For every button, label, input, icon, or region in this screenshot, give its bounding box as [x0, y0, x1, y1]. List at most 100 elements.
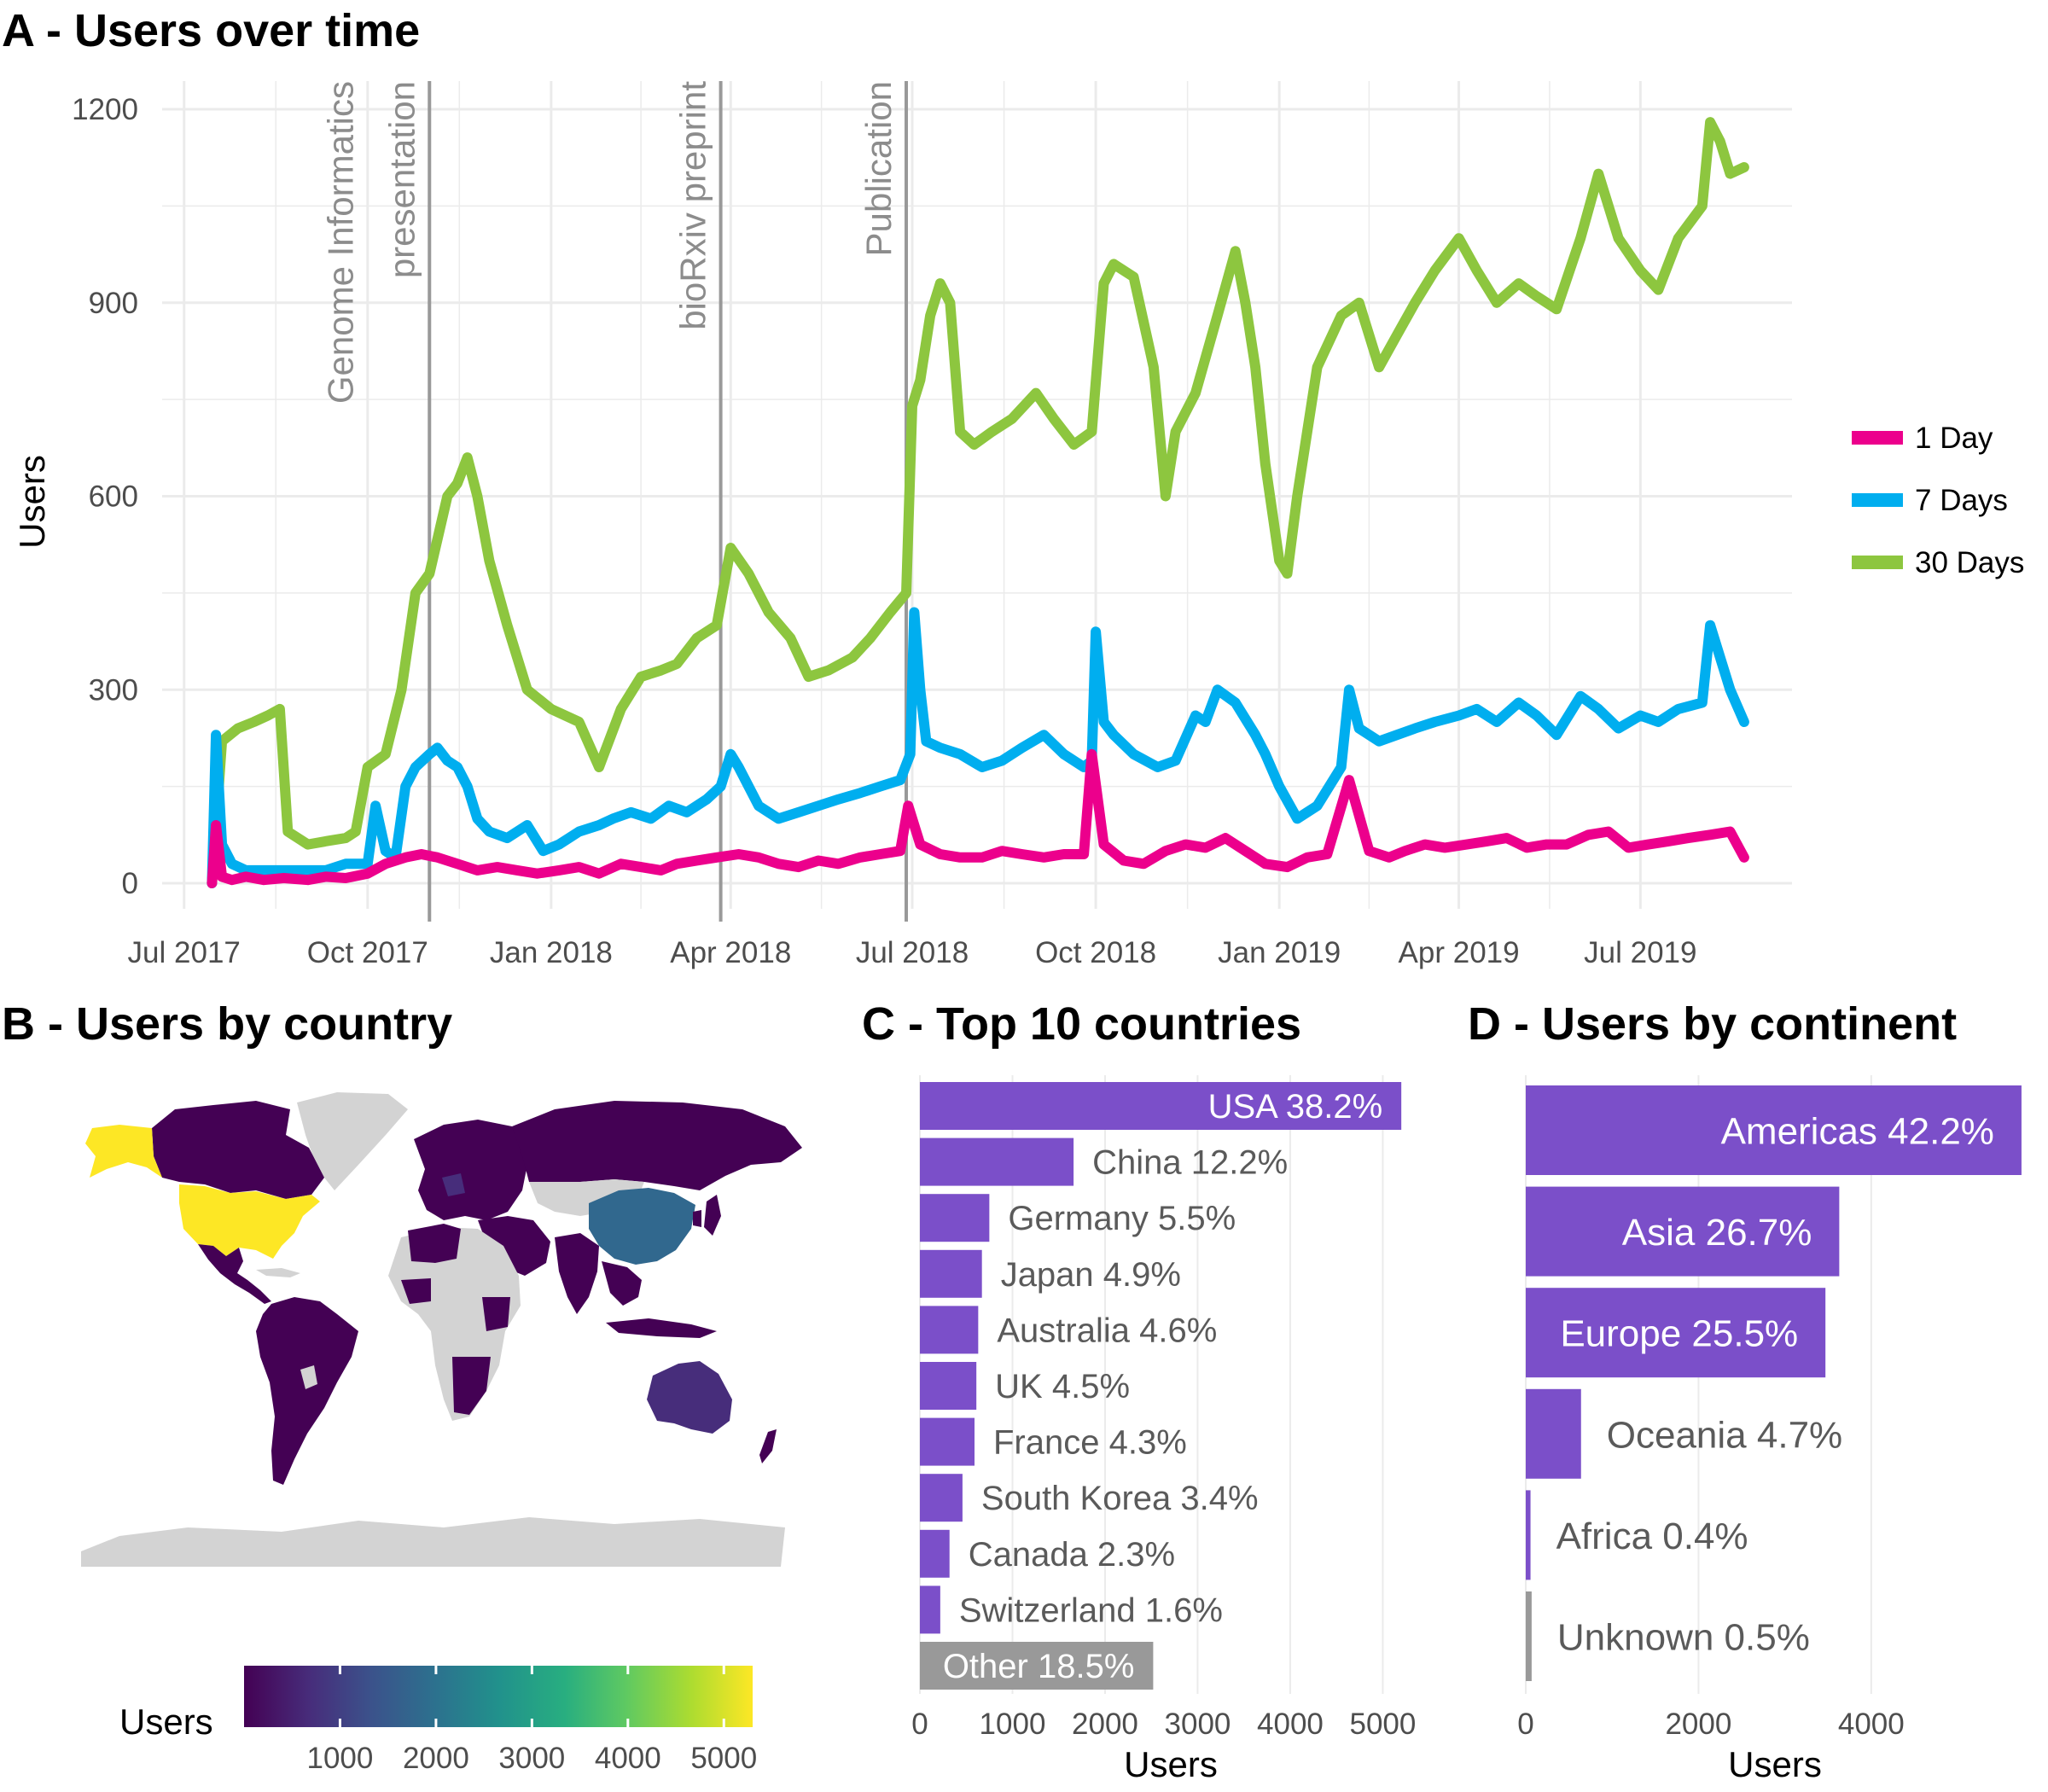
bar-label: South Korea 3.4%: [981, 1480, 1259, 1517]
y-tick-label: 1200: [72, 93, 138, 126]
event-annotation: bioRxiv preprint: [673, 81, 713, 330]
legend-key: [1852, 556, 1903, 569]
bar-switzerland: [920, 1585, 940, 1634]
bar-label: Canada 2.3%: [969, 1536, 1175, 1574]
panel-a-legend: 1 Day 7 Days 30 Days: [1852, 422, 2024, 579]
series-line-7-days: [207, 607, 1749, 888]
greenland: [297, 1092, 408, 1190]
australia: [647, 1361, 732, 1434]
series-line-1-day: [207, 748, 1749, 888]
x-tick-label: 0: [911, 1708, 928, 1741]
bar-france: [920, 1417, 975, 1466]
panel-c-bars: USA 38.2% China 12.2% Germany 5.5% Japan 4.…: [920, 1082, 1402, 1690]
bar-label: UK 4.5%: [995, 1368, 1130, 1405]
bar-label: Other 18.5%: [943, 1648, 1135, 1685]
legend-key: [1852, 431, 1903, 445]
south-america-nodata: [300, 1365, 317, 1389]
legend-label: 1 Day: [1915, 422, 1993, 455]
y-tick-label: 600: [89, 480, 138, 514]
bar-china: [920, 1137, 1074, 1186]
south-america: [256, 1297, 358, 1485]
series-line-30-days: [207, 117, 1749, 888]
x-tick-label: 0: [1517, 1708, 1533, 1741]
bar-americas: [1526, 1085, 2022, 1175]
x-tick-label: Oct 2018: [1035, 936, 1156, 969]
panel-d-bars: Americas 42.2% Asia 26.7% Europe 25.5% Ocea…: [1526, 1085, 2022, 1681]
panel-a-y-axis-title: Users: [12, 455, 52, 549]
x-tick-label: Apr 2019: [1399, 936, 1520, 969]
panel-a-title: A - Users over time: [2, 5, 420, 56]
panel-d-x-ticks: 0 2000 4000: [1517, 1708, 1904, 1741]
bar-unknown: [1526, 1591, 1532, 1681]
korea: [693, 1210, 701, 1227]
bar-label: France 4.3%: [993, 1424, 1187, 1462]
event-annotation: Genome Informatics: [320, 81, 360, 404]
x-tick-label: 2000: [1072, 1708, 1138, 1741]
panel-d-gridlines: [1525, 1075, 1872, 1694]
panel-b-title: B - Users by country: [2, 998, 452, 1050]
y-tick-label: 300: [89, 673, 138, 707]
germany-region: [442, 1173, 465, 1196]
panel-d-title: D - Users by continent: [1468, 998, 1957, 1050]
panel-a-x-ticks: Jul 2017 Oct 2017 Jan 2018 Apr 2018 Jul 2018…: [128, 936, 1697, 969]
legend-label: 7 Days: [1915, 484, 2008, 517]
x-tick-label: 3000: [1165, 1708, 1231, 1741]
bar-label: Asia 26.7%: [1622, 1212, 1812, 1254]
bar-label: Oceania 4.7%: [1607, 1414, 1842, 1456]
legend-key: [1852, 493, 1903, 507]
x-tick-label: 5000: [1350, 1708, 1417, 1741]
japan: [704, 1195, 721, 1236]
x-tick-label: Jan 2018: [490, 936, 613, 969]
map-colorbar: Users 1000 2000 3000 4000 5000: [119, 1666, 757, 1775]
x-tick-label: Jan 2019: [1218, 936, 1341, 969]
y-tick-label: 0: [122, 867, 138, 900]
bar-australia: [920, 1306, 979, 1354]
antarctica: [81, 1517, 785, 1567]
y-tick-label: 900: [89, 287, 138, 320]
x-tick-label: 2000: [1665, 1708, 1731, 1741]
bar-label: Europe 25.5%: [1560, 1313, 1798, 1355]
new-zealand: [759, 1429, 777, 1463]
bar-label: Americas 42.2%: [1721, 1111, 1994, 1153]
india: [555, 1233, 599, 1314]
colorbar-tick-label: 1000: [307, 1742, 374, 1775]
bar-other: [920, 1642, 1154, 1690]
indonesia: [606, 1318, 717, 1338]
panel-a-event-lines: Genome Informatics presentation bioRxiv pr…: [320, 81, 909, 922]
bar-label: China 12.2%: [1092, 1144, 1288, 1182]
east-africa: [482, 1297, 510, 1331]
colorbar-title: Users: [119, 1702, 213, 1742]
panel-a-y-ticks: 0 300 600 900 1200: [72, 93, 138, 900]
bar-japan: [920, 1249, 982, 1298]
bar-asia: [1526, 1186, 1840, 1277]
bar-europe: [1526, 1288, 1826, 1378]
alaska: [85, 1125, 162, 1178]
middle-east: [478, 1216, 550, 1276]
x-tick-label: Jul 2018: [856, 936, 969, 969]
russia: [512, 1101, 802, 1190]
bar-label: USA 38.2%: [1208, 1088, 1383, 1126]
x-tick-label: Apr 2018: [670, 936, 791, 969]
bar-label: Japan 4.9%: [1001, 1256, 1181, 1294]
panel-c-x-ticks: 0 1000 2000 3000 4000 5000: [911, 1708, 1416, 1741]
bar-label: Switzerland 1.6%: [959, 1591, 1223, 1629]
x-tick-label: 4000: [1838, 1708, 1905, 1741]
panel-c-x-axis-title: Users: [1124, 1744, 1218, 1784]
panel-c-title: C - Top 10 countries: [862, 998, 1301, 1050]
bar-uk: [920, 1362, 977, 1410]
bar-usa: [920, 1082, 1402, 1130]
x-tick-label: 1000: [980, 1708, 1046, 1741]
world-map: [81, 1092, 802, 1567]
colorbar-tick-label: 3000: [498, 1742, 565, 1775]
panel-d-x-axis-title: Users: [1728, 1744, 1822, 1784]
colorbar-tick-label: 5000: [690, 1742, 757, 1775]
bar-germany: [920, 1194, 990, 1242]
west-africa: [401, 1278, 431, 1304]
bar-africa: [1526, 1490, 1531, 1580]
europe: [414, 1120, 529, 1220]
bar-label: Africa 0.4%: [1556, 1516, 1748, 1557]
bar-label: Unknown 0.5%: [1557, 1617, 1810, 1659]
mexico-central-america: [198, 1244, 271, 1304]
bar-oceania: [1526, 1388, 1581, 1479]
